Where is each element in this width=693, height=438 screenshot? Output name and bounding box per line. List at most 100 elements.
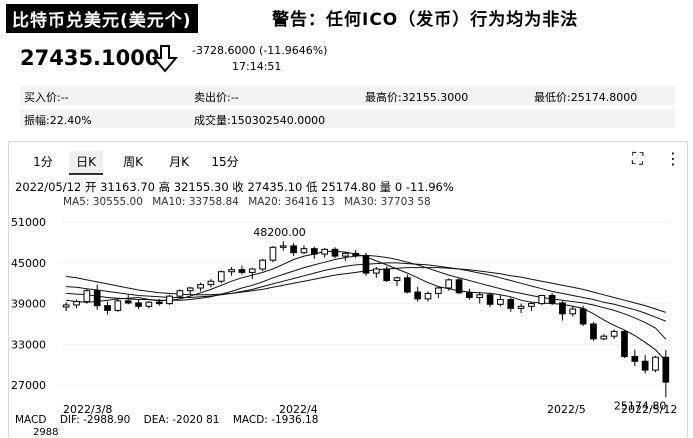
ma10-value: MA10: 33758.84 bbox=[152, 196, 239, 208]
candle-body bbox=[135, 302, 142, 307]
candle-body bbox=[248, 268, 256, 273]
high-price: 最高价:32155.3000 bbox=[365, 91, 469, 104]
candle-body bbox=[331, 248, 339, 257]
candle-body bbox=[259, 259, 266, 270]
current-price: 27435.1000 bbox=[20, 46, 160, 70]
candle-body bbox=[445, 279, 453, 289]
candle-body bbox=[300, 248, 308, 254]
candle-body bbox=[559, 302, 566, 315]
kline-panel: 1分 日K 周K 月K 15分 ⛶ ⋮ 2022/05/12 开 31163.7… bbox=[8, 141, 688, 438]
candle-body bbox=[321, 248, 328, 255]
candle-body bbox=[631, 356, 639, 362]
candle-body bbox=[466, 292, 473, 298]
candle-body bbox=[217, 271, 225, 282]
candle-body bbox=[73, 301, 80, 306]
y-tick-label: 33000 bbox=[11, 338, 46, 351]
candle-body bbox=[404, 277, 411, 293]
candle-body bbox=[352, 252, 360, 256]
candle-body bbox=[393, 277, 401, 282]
sell-price: 卖出价:-- bbox=[194, 91, 239, 104]
candle-body bbox=[362, 254, 370, 274]
candle-body bbox=[269, 246, 277, 261]
candle-body bbox=[176, 290, 184, 297]
max-annotation: 48200.00 bbox=[253, 226, 306, 239]
y-tick-label: 51000 bbox=[11, 216, 46, 229]
candle-body bbox=[486, 294, 494, 305]
candle-body bbox=[590, 323, 597, 340]
title-bar: 比特币兑美元(美元个) 警告：任何ICO（发币）行为均为非法 bbox=[0, 0, 693, 36]
macd-label: MACD bbox=[15, 414, 47, 426]
x-axis-label: 2022/5 bbox=[547, 403, 586, 414]
candle-body bbox=[207, 280, 215, 286]
candle-body bbox=[145, 301, 153, 307]
x-axis-label: 2022/4 bbox=[279, 403, 318, 414]
candle-body bbox=[569, 308, 577, 315]
candle-body bbox=[372, 268, 380, 274]
candle-body bbox=[455, 279, 463, 294]
more-vertical-icon[interactable]: ⋮ bbox=[665, 149, 681, 168]
candle-body bbox=[383, 268, 391, 282]
ma-legend: MA5: 30555.00 MA10: 33758.84 MA20: 36416… bbox=[63, 196, 437, 208]
macd-axis-value: 2988 bbox=[33, 427, 59, 438]
candle-body bbox=[124, 300, 132, 304]
low-price: 最低价:25174.8000 bbox=[534, 91, 638, 104]
candle-body bbox=[83, 290, 91, 303]
candle-body bbox=[424, 292, 432, 300]
ma5-value: MA5: 30555.00 bbox=[63, 196, 143, 208]
candle-body bbox=[414, 291, 422, 300]
x-axis-label: 2022/3/8 bbox=[63, 403, 112, 414]
quote-time: 17:14:51 bbox=[232, 60, 282, 73]
candle-body bbox=[238, 269, 246, 273]
tab-15min[interactable]: 15分 bbox=[211, 155, 239, 169]
candle-body bbox=[62, 304, 70, 308]
tab-daily-k[interactable]: 日K bbox=[69, 151, 103, 175]
candle-body bbox=[104, 305, 111, 311]
macd-dif: DIF: -2988.90 bbox=[59, 414, 131, 426]
macd-legend: MACD DIF: -2988.90 DEA: -2020 81 MACD: -… bbox=[15, 414, 328, 426]
candle-body bbox=[341, 252, 349, 257]
x-axis-label: 2022/5/12 bbox=[621, 403, 677, 414]
candle-body bbox=[497, 299, 504, 305]
candle-body bbox=[279, 245, 287, 248]
ma30-value: MA30: 37703 58 bbox=[344, 196, 431, 208]
candle-body bbox=[517, 305, 525, 309]
candle-body bbox=[290, 245, 297, 254]
buy-price: 买入价:-- bbox=[24, 91, 69, 104]
ma20-value: MA20: 36416 13 bbox=[248, 196, 335, 208]
fullscreen-icon[interactable]: ⛶ bbox=[632, 149, 644, 168]
candle-body bbox=[538, 294, 546, 305]
candle-body bbox=[435, 287, 442, 294]
macd-dea: DEA: -2020 81 bbox=[143, 414, 220, 426]
candle-body bbox=[662, 356, 670, 383]
candle-body bbox=[579, 308, 587, 325]
stats-row-2: 振幅:22.40% 成交量:150302540.0000 bbox=[20, 109, 675, 128]
candle-body bbox=[621, 330, 628, 358]
candle-body bbox=[528, 303, 535, 307]
tab-1min[interactable]: 1分 bbox=[33, 155, 53, 169]
price-change: -3728.6000 (-11.9646%) bbox=[192, 44, 328, 57]
candle-body bbox=[186, 287, 194, 292]
min-annotation: 25174.80 bbox=[614, 399, 667, 412]
candlestick-chart: 51000 45000 39000 33000 27000 48200.00 25174.8… bbox=[11, 216, 677, 414]
macd-value: MACD: -1936.18 bbox=[232, 414, 319, 426]
candle-body bbox=[93, 290, 101, 307]
candle-body bbox=[166, 295, 173, 305]
y-tick-label: 45000 bbox=[11, 257, 46, 270]
candle-body bbox=[652, 356, 659, 371]
candle-summary: 2022/05/12 开 31163.70 高 32155.30 收 27435… bbox=[15, 180, 454, 194]
tab-monthly-k[interactable]: 月K bbox=[169, 155, 189, 169]
down-arrow-icon bbox=[152, 45, 178, 73]
candle-body bbox=[197, 284, 204, 289]
candle-body bbox=[114, 300, 122, 311]
candle-body bbox=[600, 335, 608, 340]
candle-body bbox=[310, 248, 318, 255]
tab-weekly-k[interactable]: 周K bbox=[123, 155, 143, 169]
volume: 成交量:150302540.0000 bbox=[194, 114, 326, 127]
y-tick-label: 27000 bbox=[11, 379, 46, 392]
candle-body bbox=[548, 294, 556, 304]
candle-body bbox=[155, 301, 163, 305]
candle-body bbox=[476, 294, 484, 299]
pair-title: 比特币兑美元(美元个) bbox=[6, 4, 198, 33]
y-tick-label: 39000 bbox=[11, 298, 46, 311]
amplitude: 振幅:22.40% bbox=[24, 114, 92, 127]
